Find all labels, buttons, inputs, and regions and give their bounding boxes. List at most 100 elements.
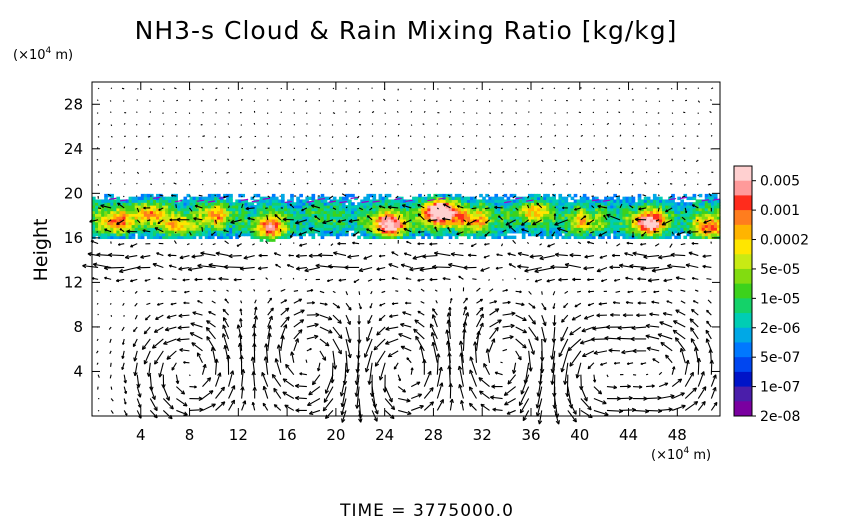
cloud-cell	[460, 216, 465, 220]
wind-arrow	[148, 171, 151, 173]
cloud-cell	[320, 199, 325, 203]
cloud-cell	[427, 193, 431, 198]
cloud-cell	[104, 232, 108, 237]
cloud-cell	[662, 224, 666, 228]
cloud-cell	[287, 202, 291, 206]
wind-arrowhead	[121, 367, 125, 370]
cloud-cell	[92, 202, 96, 206]
wind-arrowhead	[196, 352, 201, 357]
wind-arrow	[398, 333, 412, 340]
cloud-cell	[470, 202, 474, 206]
cloud-cell	[424, 213, 428, 217]
cloud-cell	[143, 207, 148, 212]
wind-arrow	[134, 290, 138, 294]
wind-arrowhead	[600, 279, 604, 283]
wind-arrow	[517, 252, 529, 257]
cloud-cell	[625, 235, 630, 240]
wind-arrow	[710, 374, 717, 387]
cloud-cell	[488, 227, 492, 231]
cloud-cell	[671, 207, 675, 212]
cloud-cell	[473, 216, 477, 220]
wind-arrowhead	[295, 253, 300, 259]
cloud-cell	[107, 227, 111, 231]
cloud-cell	[311, 232, 316, 237]
wind-arrow	[468, 254, 477, 257]
cloud-cell	[537, 213, 541, 217]
cloud-cell	[430, 224, 435, 228]
cloud-cell	[680, 224, 685, 228]
cloud-cell	[207, 227, 212, 231]
wind-arrowhead	[338, 278, 342, 282]
wind-arrowhead	[223, 344, 228, 350]
cloud-cell	[277, 235, 282, 240]
wind-arrow	[550, 266, 568, 269]
cloud-cell	[223, 193, 227, 198]
wind-arrowhead	[653, 290, 656, 294]
wind-arrowhead	[284, 299, 288, 303]
wind-arrow	[148, 362, 151, 377]
cloud-cell	[482, 210, 486, 214]
cloud-cell	[530, 202, 535, 206]
cloud-cell	[195, 196, 200, 201]
wind-arrowhead	[460, 400, 465, 404]
wind-arrow	[152, 263, 164, 268]
cloud-cell	[271, 193, 276, 198]
cloud-cell	[643, 221, 648, 226]
cloud-cell	[415, 218, 419, 223]
cloud-cell	[180, 230, 185, 234]
wind-arrow	[224, 266, 242, 269]
cloud-cell	[101, 235, 105, 240]
cloud-cell	[335, 227, 340, 231]
cloud-cell	[692, 224, 697, 228]
cloud-cell	[540, 216, 544, 220]
wind-arrowhead	[347, 254, 352, 259]
wind-arrow	[518, 386, 530, 406]
wind-arrowhead	[288, 254, 291, 257]
wind-arrow	[432, 266, 451, 269]
cloud-cell	[320, 210, 325, 214]
wind-arrow	[449, 99, 452, 102]
wind-arrow	[606, 386, 617, 389]
wind-arrow	[474, 195, 477, 199]
cloud-cell	[341, 207, 346, 212]
cloud-cell	[146, 213, 151, 217]
wind-arrowhead	[569, 331, 574, 336]
wind-arrow	[376, 266, 386, 270]
cloud-cell	[281, 199, 285, 203]
cloud-cell	[268, 213, 273, 217]
cloud-cell	[195, 207, 200, 212]
wind-arrowhead	[640, 266, 645, 271]
wind-arrowhead	[652, 358, 656, 362]
cloud-cell	[210, 218, 215, 223]
cloud-cell	[95, 207, 99, 212]
cloud-cell	[113, 213, 117, 217]
y-axis-label: Height	[30, 219, 52, 282]
cloud-cell	[189, 216, 194, 220]
cloud-cell	[390, 216, 395, 220]
cloud-cell	[372, 202, 377, 206]
cloud-cell	[372, 207, 377, 212]
cloud-cell	[268, 210, 273, 214]
cloud-cell	[427, 205, 431, 209]
cloud-cell	[351, 205, 355, 209]
cloud-cell	[552, 216, 556, 220]
cloud-cell	[247, 218, 252, 223]
cloud-cell	[274, 224, 279, 228]
cloud-cell	[274, 221, 279, 226]
wind-arrowhead	[307, 401, 312, 407]
cloud-cell	[396, 199, 401, 203]
wind-arrow	[488, 194, 490, 197]
cloud-cell	[128, 235, 133, 240]
wind-arrow	[189, 409, 204, 411]
wind-arrow	[82, 265, 99, 269]
wind-arrow	[201, 183, 204, 186]
wind-arrow	[476, 307, 484, 316]
cloud-cell	[643, 196, 648, 201]
cloud-cell	[95, 232, 99, 237]
cloud-cell	[707, 205, 712, 209]
cloud-cell	[497, 224, 502, 228]
wind-arrowhead	[286, 264, 290, 268]
wind-arrow	[502, 312, 516, 316]
wind-arrowhead	[333, 251, 338, 256]
cloud-cell	[177, 210, 182, 214]
